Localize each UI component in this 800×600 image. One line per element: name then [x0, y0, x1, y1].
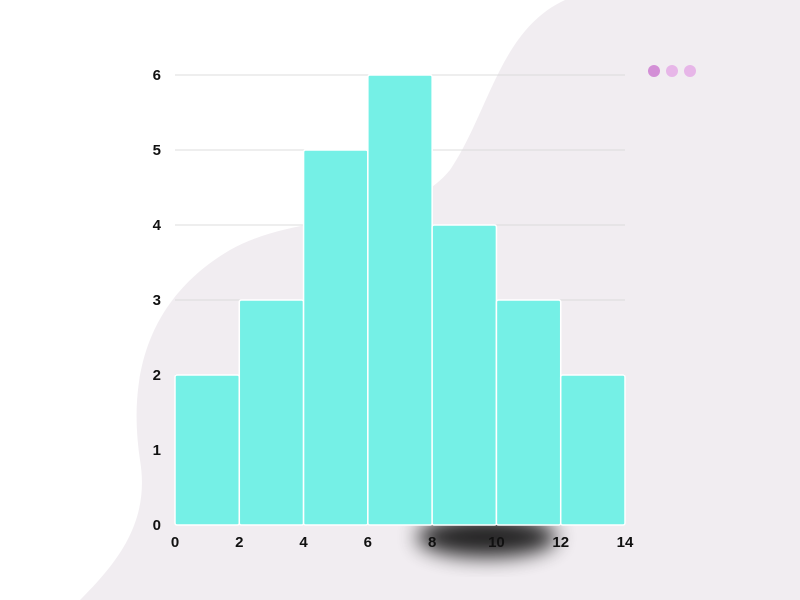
x-axis-ticks: 0 2 4 6 8 10 12 14 [171, 534, 634, 551]
histogram-bar [367, 74, 433, 526]
dot-secondary-icon [666, 65, 678, 77]
y-tick-label: 2 [153, 367, 161, 384]
histogram-bar [238, 299, 305, 526]
bar-shadow [416, 517, 557, 557]
histogram-bar [302, 149, 369, 526]
x-tick-label: 6 [364, 534, 372, 551]
x-tick-label: 14 [617, 534, 634, 551]
x-tick-label: 2 [235, 534, 243, 551]
dot-primary-icon [648, 65, 660, 77]
y-tick-label: 1 [153, 442, 161, 459]
y-tick-label: 3 [153, 292, 161, 309]
y-axis-ticks: 0 1 2 3 4 5 6 [153, 67, 162, 534]
x-tick-label: 12 [552, 534, 569, 551]
x-tick-label: 4 [299, 534, 308, 551]
y-tick-label: 0 [153, 517, 161, 534]
x-tick-label: 8 [428, 534, 436, 551]
x-tick-label: 0 [171, 534, 179, 551]
bars [174, 74, 626, 526]
histogram-bar [495, 299, 562, 526]
histogram-bar [174, 374, 241, 526]
x-tick-label: 10 [488, 534, 505, 551]
histogram-bar [431, 224, 498, 526]
y-tick-label: 5 [153, 142, 161, 159]
y-tick-label: 6 [153, 67, 161, 84]
dot-secondary-icon [684, 65, 696, 77]
window-dots [648, 65, 696, 77]
histogram-bar [559, 374, 626, 526]
y-tick-label: 4 [153, 217, 162, 234]
